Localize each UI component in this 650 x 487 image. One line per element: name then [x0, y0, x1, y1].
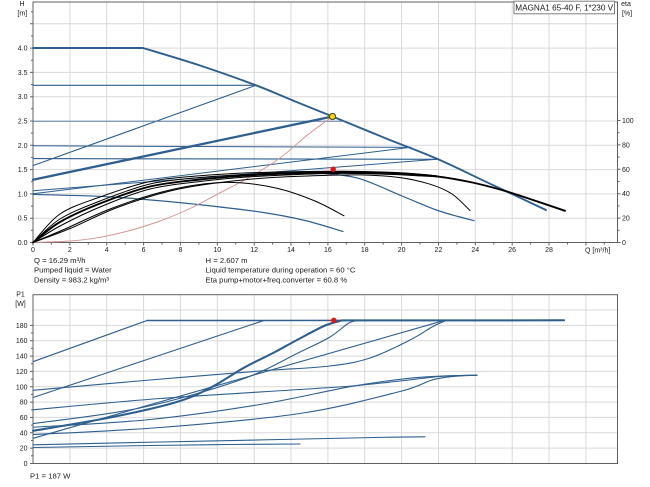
svg-text:0: 0 [24, 461, 28, 468]
svg-text:12: 12 [250, 247, 258, 254]
svg-text:0: 0 [31, 247, 35, 254]
svg-text:100: 100 [16, 384, 28, 391]
svg-text:20: 20 [622, 216, 630, 223]
svg-text:Density = 983.2 kg/m³: Density = 983.2 kg/m³ [34, 275, 109, 284]
svg-text:100: 100 [622, 118, 634, 125]
svg-text:Pumped liquid = Water: Pumped liquid = Water [34, 266, 112, 275]
svg-text:16: 16 [324, 247, 332, 254]
svg-text:10: 10 [213, 247, 221, 254]
svg-text:2.5: 2.5 [18, 119, 28, 126]
svg-text:P1: P1 [16, 292, 25, 299]
svg-text:0: 0 [622, 240, 626, 247]
svg-text:Eta pump+motor+freq.converter: Eta pump+motor+freq.converter = 60.8 % [206, 275, 348, 284]
svg-text:140: 140 [16, 354, 28, 361]
svg-text:3.0: 3.0 [18, 94, 28, 101]
svg-text:1.0: 1.0 [18, 191, 28, 198]
svg-text:H = 2.607 m: H = 2.607 m [206, 256, 248, 265]
svg-text:0.5: 0.5 [18, 216, 28, 223]
svg-text:Q [m³/h]: Q [m³/h] [585, 248, 610, 255]
svg-text:120: 120 [16, 369, 28, 376]
svg-text:2: 2 [68, 247, 72, 254]
svg-text:H: H [19, 1, 24, 8]
svg-text:eta: eta [621, 1, 631, 8]
svg-text:22: 22 [435, 247, 443, 254]
svg-text:Liquid temperature during oper: Liquid temperature during operation = 60… [206, 266, 356, 275]
svg-text:24: 24 [471, 247, 479, 254]
svg-text:20: 20 [398, 247, 406, 254]
svg-text:0.0: 0.0 [18, 240, 28, 247]
svg-text:2.0: 2.0 [18, 143, 28, 150]
svg-text:1.5: 1.5 [18, 167, 28, 174]
svg-text:6: 6 [142, 247, 146, 254]
svg-text:Q = 16.29 m³/h: Q = 16.29 m³/h [34, 256, 86, 265]
svg-text:40: 40 [20, 430, 28, 437]
svg-text:60: 60 [20, 415, 28, 422]
svg-text:28: 28 [545, 247, 553, 254]
svg-text:[W]: [W] [15, 301, 26, 308]
svg-text:80: 80 [622, 142, 630, 149]
svg-text:26: 26 [508, 247, 516, 254]
svg-text:40: 40 [622, 191, 630, 198]
svg-text:20: 20 [20, 446, 28, 453]
svg-text:160: 160 [16, 338, 28, 345]
svg-text:18: 18 [361, 247, 369, 254]
svg-text:4.0: 4.0 [18, 46, 28, 53]
svg-text:14: 14 [287, 247, 295, 254]
svg-text:180: 180 [16, 323, 28, 330]
svg-text:4: 4 [105, 247, 109, 254]
svg-text:80: 80 [20, 400, 28, 407]
svg-text:[%]: [%] [622, 10, 632, 17]
svg-text:60: 60 [622, 167, 630, 174]
svg-text:P1 = 187 W: P1 = 187 W [30, 471, 71, 480]
svg-text:3.5: 3.5 [18, 70, 28, 77]
svg-text:[m]: [m] [17, 10, 27, 17]
svg-text:MAGNA1 65-40 F, 1*230 V: MAGNA1 65-40 F, 1*230 V [515, 4, 613, 13]
svg-text:8: 8 [178, 247, 182, 254]
